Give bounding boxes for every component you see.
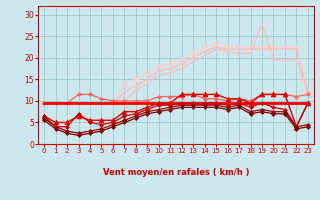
X-axis label: Vent moyen/en rafales ( km/h ): Vent moyen/en rafales ( km/h ): [103, 168, 249, 177]
